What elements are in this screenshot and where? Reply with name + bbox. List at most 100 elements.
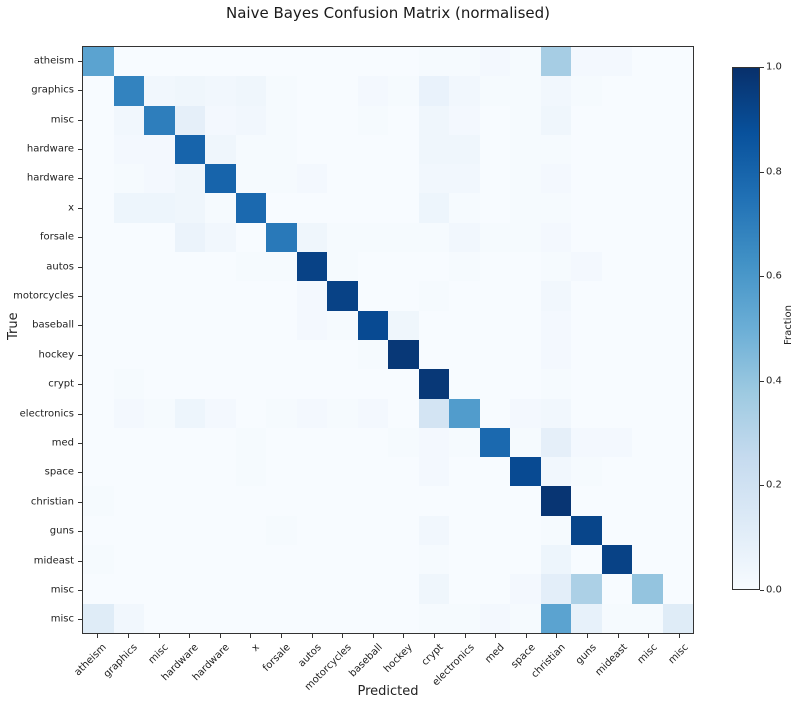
matrix-cell [83,515,114,546]
x-tick-mark [556,634,558,638]
y-tick-mark [78,501,82,503]
matrix-cell [205,486,236,516]
matrix-cell [632,603,663,633]
matrix-cell [632,574,663,604]
matrix-cell [632,457,663,487]
matrix-cell [418,193,449,223]
matrix-cell [601,76,632,106]
x-tick-label: hockey [382,642,416,675]
y-tick-label: hardware [26,143,74,155]
matrix-cell [479,339,510,370]
matrix-cell [296,545,327,575]
matrix-cell [632,486,663,516]
matrix-cell [327,134,358,165]
y-tick-label: misc [50,584,74,596]
matrix-cell [662,574,693,604]
colorbar-tick-label: 0.8 [766,166,782,178]
matrix-cell [388,252,419,282]
x-tick-mark [495,634,497,638]
matrix-cell [388,310,419,340]
colorbar-tick-label: 0.2 [766,479,782,491]
matrix-cell [266,193,297,223]
matrix-cell [174,427,205,458]
matrix-cell [571,457,602,487]
matrix-cell [235,457,266,487]
matrix-cell [327,427,358,458]
matrix-cell [296,222,327,253]
matrix-cell [510,252,541,282]
y-tick-mark [78,619,82,621]
x-tick-label: autos [295,642,324,670]
matrix-cell [144,574,175,604]
matrix-cell [174,339,205,370]
matrix-cell [113,105,144,135]
matrix-cell [449,193,480,223]
matrix-cell [235,486,266,516]
matrix-cell [327,369,358,399]
y-tick-mark [78,90,82,92]
matrix-cell [235,398,266,428]
matrix-cell [83,252,114,282]
matrix-cell [632,47,663,77]
colorbar-label: Fraction [783,305,794,345]
matrix-cell [83,545,114,575]
matrix-cell [571,164,602,194]
matrix-cell [662,398,693,428]
y-tick-mark [78,60,82,62]
matrix-cell [632,339,663,370]
matrix-cell [357,193,388,223]
y-tick-mark [78,266,82,268]
matrix-cell [571,252,602,282]
matrix-cell [388,105,419,135]
matrix-cell [662,105,693,135]
matrix-cell [357,76,388,106]
matrix-cell [510,486,541,516]
matrix-cell [296,486,327,516]
matrix-cell [357,574,388,604]
matrix-cell [510,339,541,370]
y-tick-label: hockey [38,349,74,361]
matrix-cell [601,574,632,604]
matrix-cell [83,603,114,633]
y-tick-mark [78,560,82,562]
matrix-cell [174,310,205,340]
matrix-cell [113,339,144,370]
y-tick-mark [78,325,82,327]
matrix-cell [296,574,327,604]
matrix-cell [296,76,327,106]
matrix-cell [266,222,297,253]
matrix-cell [601,310,632,340]
x-tick-mark [403,634,405,638]
matrix-cell [449,47,480,77]
x-tick-mark [617,634,619,638]
matrix-cell [510,545,541,575]
matrix-cell [205,515,236,546]
y-tick-mark [78,472,82,474]
matrix-cell [113,76,144,106]
y-tick-label: electronics [19,408,74,419]
colorbar-tick-mark [760,485,764,487]
matrix-cell [571,310,602,340]
matrix-cell [144,545,175,575]
matrix-cell [327,310,358,340]
matrix-cell [571,486,602,516]
matrix-cell [113,574,144,604]
matrix-cell [357,222,388,253]
matrix-cell [113,164,144,194]
y-tick-label: misc [50,114,74,125]
matrix-cell [571,369,602,399]
matrix-cell [144,603,175,633]
chart-title: Naive Bayes Confusion Matrix (normalised… [226,4,550,22]
matrix-cell [601,252,632,282]
matrix-cell [327,252,358,282]
matrix-cell [510,47,541,77]
y-tick-mark [78,237,82,239]
matrix-cell [174,252,205,282]
matrix-cell [357,134,388,165]
matrix-cell [449,486,480,516]
matrix-cell [113,486,144,516]
matrix-cell [357,281,388,311]
matrix-cell [479,574,510,604]
matrix-cell [449,515,480,546]
y-tick-mark [78,178,82,180]
